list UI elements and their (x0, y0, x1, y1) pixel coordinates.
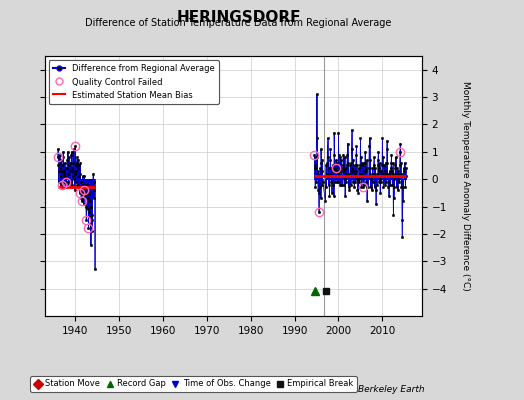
Legend: Difference from Regional Average, Quality Control Failed, Estimated Station Mean: Difference from Regional Average, Qualit… (49, 60, 219, 104)
Text: Difference of Station Temperature Data from Regional Average: Difference of Station Temperature Data f… (85, 18, 391, 28)
Legend: Station Move, Record Gap, Time of Obs. Change, Empirical Break: Station Move, Record Gap, Time of Obs. C… (30, 376, 357, 392)
Text: HERINGSDORF: HERINGSDORF (176, 10, 301, 25)
Text: Berkeley Earth: Berkeley Earth (358, 385, 424, 394)
Y-axis label: Monthly Temperature Anomaly Difference (°C): Monthly Temperature Anomaly Difference (… (461, 81, 470, 291)
